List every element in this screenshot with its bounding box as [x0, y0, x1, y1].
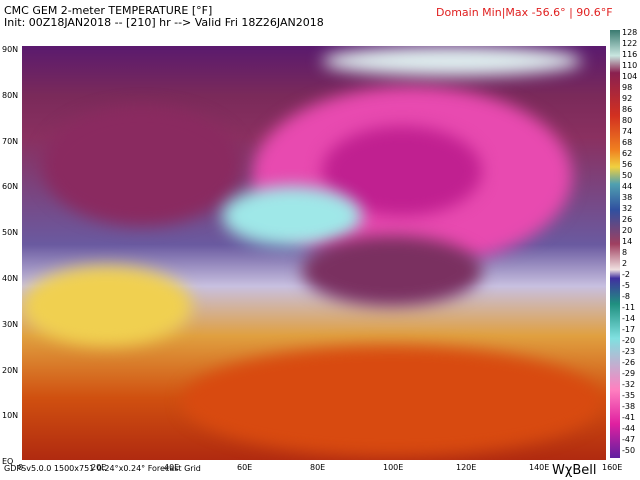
grid-info: GDPSv5.0.0 1500x751 0.24°x0.24° Forecast…: [4, 464, 201, 473]
colorbar-label: -2: [622, 270, 630, 279]
brand: WχBell: [552, 463, 597, 478]
colorbar-label: 8: [622, 248, 628, 257]
colorbar-label: 62: [622, 149, 633, 158]
colorbar-label: -26: [622, 358, 636, 367]
lon-label: 120E: [456, 463, 477, 472]
lat-label: 80N: [2, 90, 19, 100]
colorbar-label: -8: [622, 292, 630, 301]
colorbar-label: -5: [622, 281, 630, 290]
n-africa: [22, 266, 192, 346]
colorbar-label: 80: [622, 116, 633, 125]
colorbar-label: -47: [622, 435, 636, 444]
colorbar-label: 2: [622, 259, 628, 268]
colorbar-label: 14: [622, 237, 633, 246]
colorbar-label: -38: [622, 402, 636, 411]
colorbar-label: -29: [622, 369, 636, 378]
domain-range: Domain Min|Max -56.6° | 90.6°F: [436, 6, 613, 19]
colorbar-label: 128: [622, 28, 638, 37]
colorbar-label: 116: [622, 50, 638, 59]
colorbar: [610, 30, 620, 458]
colorbar-label: 50: [622, 171, 633, 180]
colorbar-label: 86: [622, 105, 633, 114]
lat-label: 30N: [2, 319, 19, 329]
colorbar-label: -50: [622, 446, 636, 455]
lon-label: 80E: [310, 463, 326, 472]
colorbar-label: -35: [622, 391, 636, 400]
arctic-ice: [322, 46, 582, 76]
lat-label: 50N: [2, 228, 19, 238]
steppe: [222, 186, 362, 246]
temperature-map: [22, 46, 606, 460]
colorbar-label: 98: [622, 83, 633, 92]
colorbar-label: -44: [622, 424, 636, 433]
europe: [42, 106, 242, 226]
colorbar-label: 110: [622, 61, 638, 70]
lon-label: 20E: [91, 463, 107, 472]
colorbar-label: 20: [622, 226, 633, 235]
colorbar-label: 44: [622, 182, 633, 191]
colorbar-label: 104: [622, 72, 638, 81]
lat-label: 40N: [2, 274, 19, 283]
lon-label: 40E: [164, 463, 180, 472]
colorbar-label: -32: [622, 380, 636, 389]
lat-label: EQ: [2, 457, 14, 467]
colorbar-label: 38: [622, 193, 633, 202]
colorbar-label: 74: [622, 127, 633, 136]
colorbar-label: 56: [622, 160, 633, 169]
lat-label: 70N: [2, 136, 19, 146]
lat-label: 60N: [2, 182, 19, 192]
tropics: [182, 346, 602, 456]
tibet: [302, 236, 482, 306]
lon-label: 60E: [237, 463, 253, 472]
colorbar-label: -41: [622, 413, 636, 422]
lon-label: 0: [18, 463, 24, 472]
title: CMC GEM 2-meter TEMPERATURE [°F]: [4, 4, 213, 17]
colorbar-label: -23: [622, 347, 636, 356]
lon-label: 160E: [602, 463, 623, 472]
colorbar-label: 68: [622, 138, 633, 147]
colorbar-label: 26: [622, 215, 633, 224]
lat-label: 10N: [2, 411, 19, 421]
colorbar-label: -20: [622, 336, 636, 345]
colorbar-label: 122: [622, 39, 638, 48]
colorbar-label: 32: [622, 204, 633, 213]
lon-label: 100E: [383, 463, 404, 472]
lat-label: 20N: [2, 365, 19, 375]
colorbar-label: 92: [622, 94, 633, 103]
lon-label: 140E: [529, 463, 550, 472]
colorbar-label: -11: [622, 303, 636, 312]
colorbar-label: -17: [622, 325, 636, 334]
lat-label: 90N: [2, 45, 19, 54]
colorbar-label: -14: [622, 314, 636, 323]
subtitle: Init: 00Z18JAN2018 -- [210] hr --> Valid…: [4, 16, 324, 29]
